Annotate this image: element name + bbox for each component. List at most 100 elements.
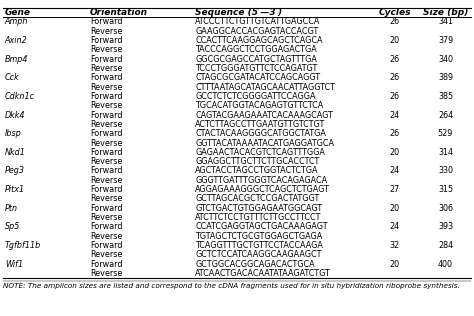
Text: GCTGGCACGGCAGACACTGCA: GCTGGCACGGCAGACACTGCA	[195, 260, 315, 269]
Text: 385: 385	[438, 92, 453, 101]
Text: GCTTAGCACGCTCCGACTATGGT: GCTTAGCACGCTCCGACTATGGT	[195, 194, 319, 204]
Text: 26: 26	[390, 73, 400, 82]
Text: GTCTGACTGTGGAGAATGGCAGT: GTCTGACTGTGGAGAATGGCAGT	[195, 204, 322, 213]
Text: NOTE: The amplicon sizes are listed and correspond to the cDNA fragments used fo: NOTE: The amplicon sizes are listed and …	[3, 283, 460, 289]
Text: 314: 314	[438, 148, 453, 157]
Text: 341: 341	[438, 17, 453, 26]
Text: Reverse: Reverse	[90, 64, 122, 73]
Text: Reverse: Reverse	[90, 232, 122, 241]
Text: Reverse: Reverse	[90, 138, 122, 148]
Text: 330: 330	[438, 167, 453, 175]
Text: 20: 20	[390, 204, 400, 213]
Text: Reverse: Reverse	[90, 27, 122, 36]
Text: Cycles: Cycles	[378, 8, 411, 17]
Text: Bmp4: Bmp4	[5, 55, 28, 64]
Text: Orientation: Orientation	[90, 8, 148, 17]
Text: Forward: Forward	[90, 73, 123, 82]
Text: Peg3: Peg3	[5, 167, 25, 175]
Text: GAGAACTACACGTCTCAGTTTGGA: GAGAACTACACGTCTCAGTTTGGA	[195, 148, 325, 157]
Text: Reverse: Reverse	[90, 82, 122, 92]
Text: Cck: Cck	[5, 73, 19, 82]
Text: Forward: Forward	[90, 185, 123, 194]
Text: 264: 264	[438, 111, 453, 119]
Text: 389: 389	[438, 73, 453, 82]
Text: 379: 379	[438, 36, 453, 45]
Text: 315: 315	[438, 185, 453, 194]
Text: CTAGCGCGATACATCCAGCAGGT: CTAGCGCGATACATCCAGCAGGT	[195, 73, 320, 82]
Text: Tgfbf11b: Tgfbf11b	[5, 241, 41, 250]
Text: Forward: Forward	[90, 129, 123, 138]
Text: CTTTAATAGCATAGCAACATTAGGTCT: CTTTAATAGCATAGCAACATTAGGTCT	[195, 82, 335, 92]
Text: GGCGCGAGCCATGCTAGTTTGA: GGCGCGAGCCATGCTAGTTTGA	[195, 55, 317, 64]
Text: Reverse: Reverse	[90, 157, 122, 166]
Text: Reverse: Reverse	[90, 213, 122, 222]
Text: 24: 24	[390, 167, 400, 175]
Text: TACCCAGGCTCCTGGAGACTGA: TACCCAGGCTCCTGGAGACTGA	[195, 45, 317, 54]
Text: CAGTACGAAGAAATCACAAAGCAGT: CAGTACGAAGAAATCACAAAGCAGT	[195, 111, 333, 119]
Text: Forward: Forward	[90, 92, 123, 101]
Text: ATCCCTTCTGTTGTCATTGAGCCA: ATCCCTTCTGTTGTCATTGAGCCA	[195, 17, 321, 26]
Text: Reverse: Reverse	[90, 120, 122, 129]
Text: Forward: Forward	[90, 260, 123, 269]
Text: Reverse: Reverse	[90, 250, 122, 259]
Text: Sequence (5′—3′): Sequence (5′—3′)	[195, 8, 283, 17]
Text: Ibsp: Ibsp	[5, 129, 21, 138]
Text: AGGAGAAAGGGCTCAGCTCTGAGT: AGGAGAAAGGGCTCAGCTCTGAGT	[195, 185, 330, 194]
Text: Reverse: Reverse	[90, 194, 122, 204]
Text: Reverse: Reverse	[90, 269, 122, 278]
Text: 26: 26	[390, 92, 400, 101]
Text: ACTCTTAGCCTTGAATGTTGTCTGT: ACTCTTAGCCTTGAATGTTGTCTGT	[195, 120, 326, 129]
Text: 24: 24	[390, 222, 400, 231]
Text: 529: 529	[438, 129, 453, 138]
Text: TGTAGCTCTGCGTGGAGCTGAGA: TGTAGCTCTGCGTGGAGCTGAGA	[195, 232, 322, 241]
Text: Forward: Forward	[90, 222, 123, 231]
Text: Wif1: Wif1	[5, 260, 23, 269]
Text: GCCTCTCTCGGGGATTCCAGGA: GCCTCTCTCGGGGATTCCAGGA	[195, 92, 316, 101]
Text: Forward: Forward	[90, 55, 123, 64]
Text: Forward: Forward	[90, 167, 123, 175]
Text: TCAGGTTTGCTGTTCCTACCAAGA: TCAGGTTTGCTGTTCCTACCAAGA	[195, 241, 323, 250]
Text: GGTTACATAAAATACATGAGGATGCA: GGTTACATAAAATACATGAGGATGCA	[195, 138, 334, 148]
Text: TCCCTGGGATGTTCTCCAGATGT: TCCCTGGGATGTTCTCCAGATGT	[195, 64, 318, 73]
Text: Gene: Gene	[5, 8, 31, 17]
Text: Forward: Forward	[90, 17, 123, 26]
Text: Size (bp): Size (bp)	[423, 8, 468, 17]
Text: Amph: Amph	[5, 17, 28, 26]
Text: CCATCGAGGTAGCTGACAAAGAGT: CCATCGAGGTAGCTGACAAAGAGT	[195, 222, 328, 231]
Text: 27: 27	[390, 185, 400, 194]
Text: 26: 26	[390, 129, 400, 138]
Text: GGAGGCTTGCTTCTTGCACCTCT: GGAGGCTTGCTTCTTGCACCTCT	[195, 157, 319, 166]
Text: Forward: Forward	[90, 204, 123, 213]
Text: Sp5: Sp5	[5, 222, 20, 231]
Text: GCTCTCCATCAAGGCAAGAAGCT: GCTCTCCATCAAGGCAAGAAGCT	[195, 250, 322, 259]
Text: 340: 340	[438, 55, 453, 64]
Text: 284: 284	[438, 241, 453, 250]
Text: 20: 20	[390, 260, 400, 269]
Text: Forward: Forward	[90, 111, 123, 119]
Text: CCACTTCAAGGAGCAGCTCAGCA: CCACTTCAAGGAGCAGCTCAGCA	[195, 36, 323, 45]
Text: CTACTACAAGGGGCATGGCTATGA: CTACTACAAGGGGCATGGCTATGA	[195, 129, 326, 138]
Text: Dkk4: Dkk4	[5, 111, 25, 119]
Text: TGCACATGGTACAGAGTGTTCTCA: TGCACATGGTACAGAGTGTTCTCA	[195, 101, 324, 110]
Text: 400: 400	[438, 260, 453, 269]
Text: Forward: Forward	[90, 148, 123, 157]
Text: ATCTTCTCCTGTTTCTTGCCTTCCT: ATCTTCTCCTGTTTCTTGCCTTCCT	[195, 213, 322, 222]
Text: Pitx1: Pitx1	[5, 185, 25, 194]
Text: 306: 306	[438, 204, 453, 213]
Text: Ptn: Ptn	[5, 204, 18, 213]
Text: ATCAACTGACACAATATAAGATCTGT: ATCAACTGACACAATATAAGATCTGT	[195, 269, 331, 278]
Text: Nkd1: Nkd1	[5, 148, 26, 157]
Text: 24: 24	[390, 111, 400, 119]
Text: Forward: Forward	[90, 36, 123, 45]
Text: Reverse: Reverse	[90, 101, 122, 110]
Text: 32: 32	[390, 241, 400, 250]
Text: GAAGGCACCACGAGTACCACGT: GAAGGCACCACGAGTACCACGT	[195, 27, 319, 36]
Text: AGCTACCTAGCCTGGTACTCTGA: AGCTACCTAGCCTGGTACTCTGA	[195, 167, 319, 175]
Text: 393: 393	[438, 222, 453, 231]
Text: Forward: Forward	[90, 241, 123, 250]
Text: 20: 20	[390, 148, 400, 157]
Text: Axin2: Axin2	[5, 36, 27, 45]
Text: Reverse: Reverse	[90, 45, 122, 54]
Text: Reverse: Reverse	[90, 176, 122, 185]
Text: 26: 26	[390, 17, 400, 26]
